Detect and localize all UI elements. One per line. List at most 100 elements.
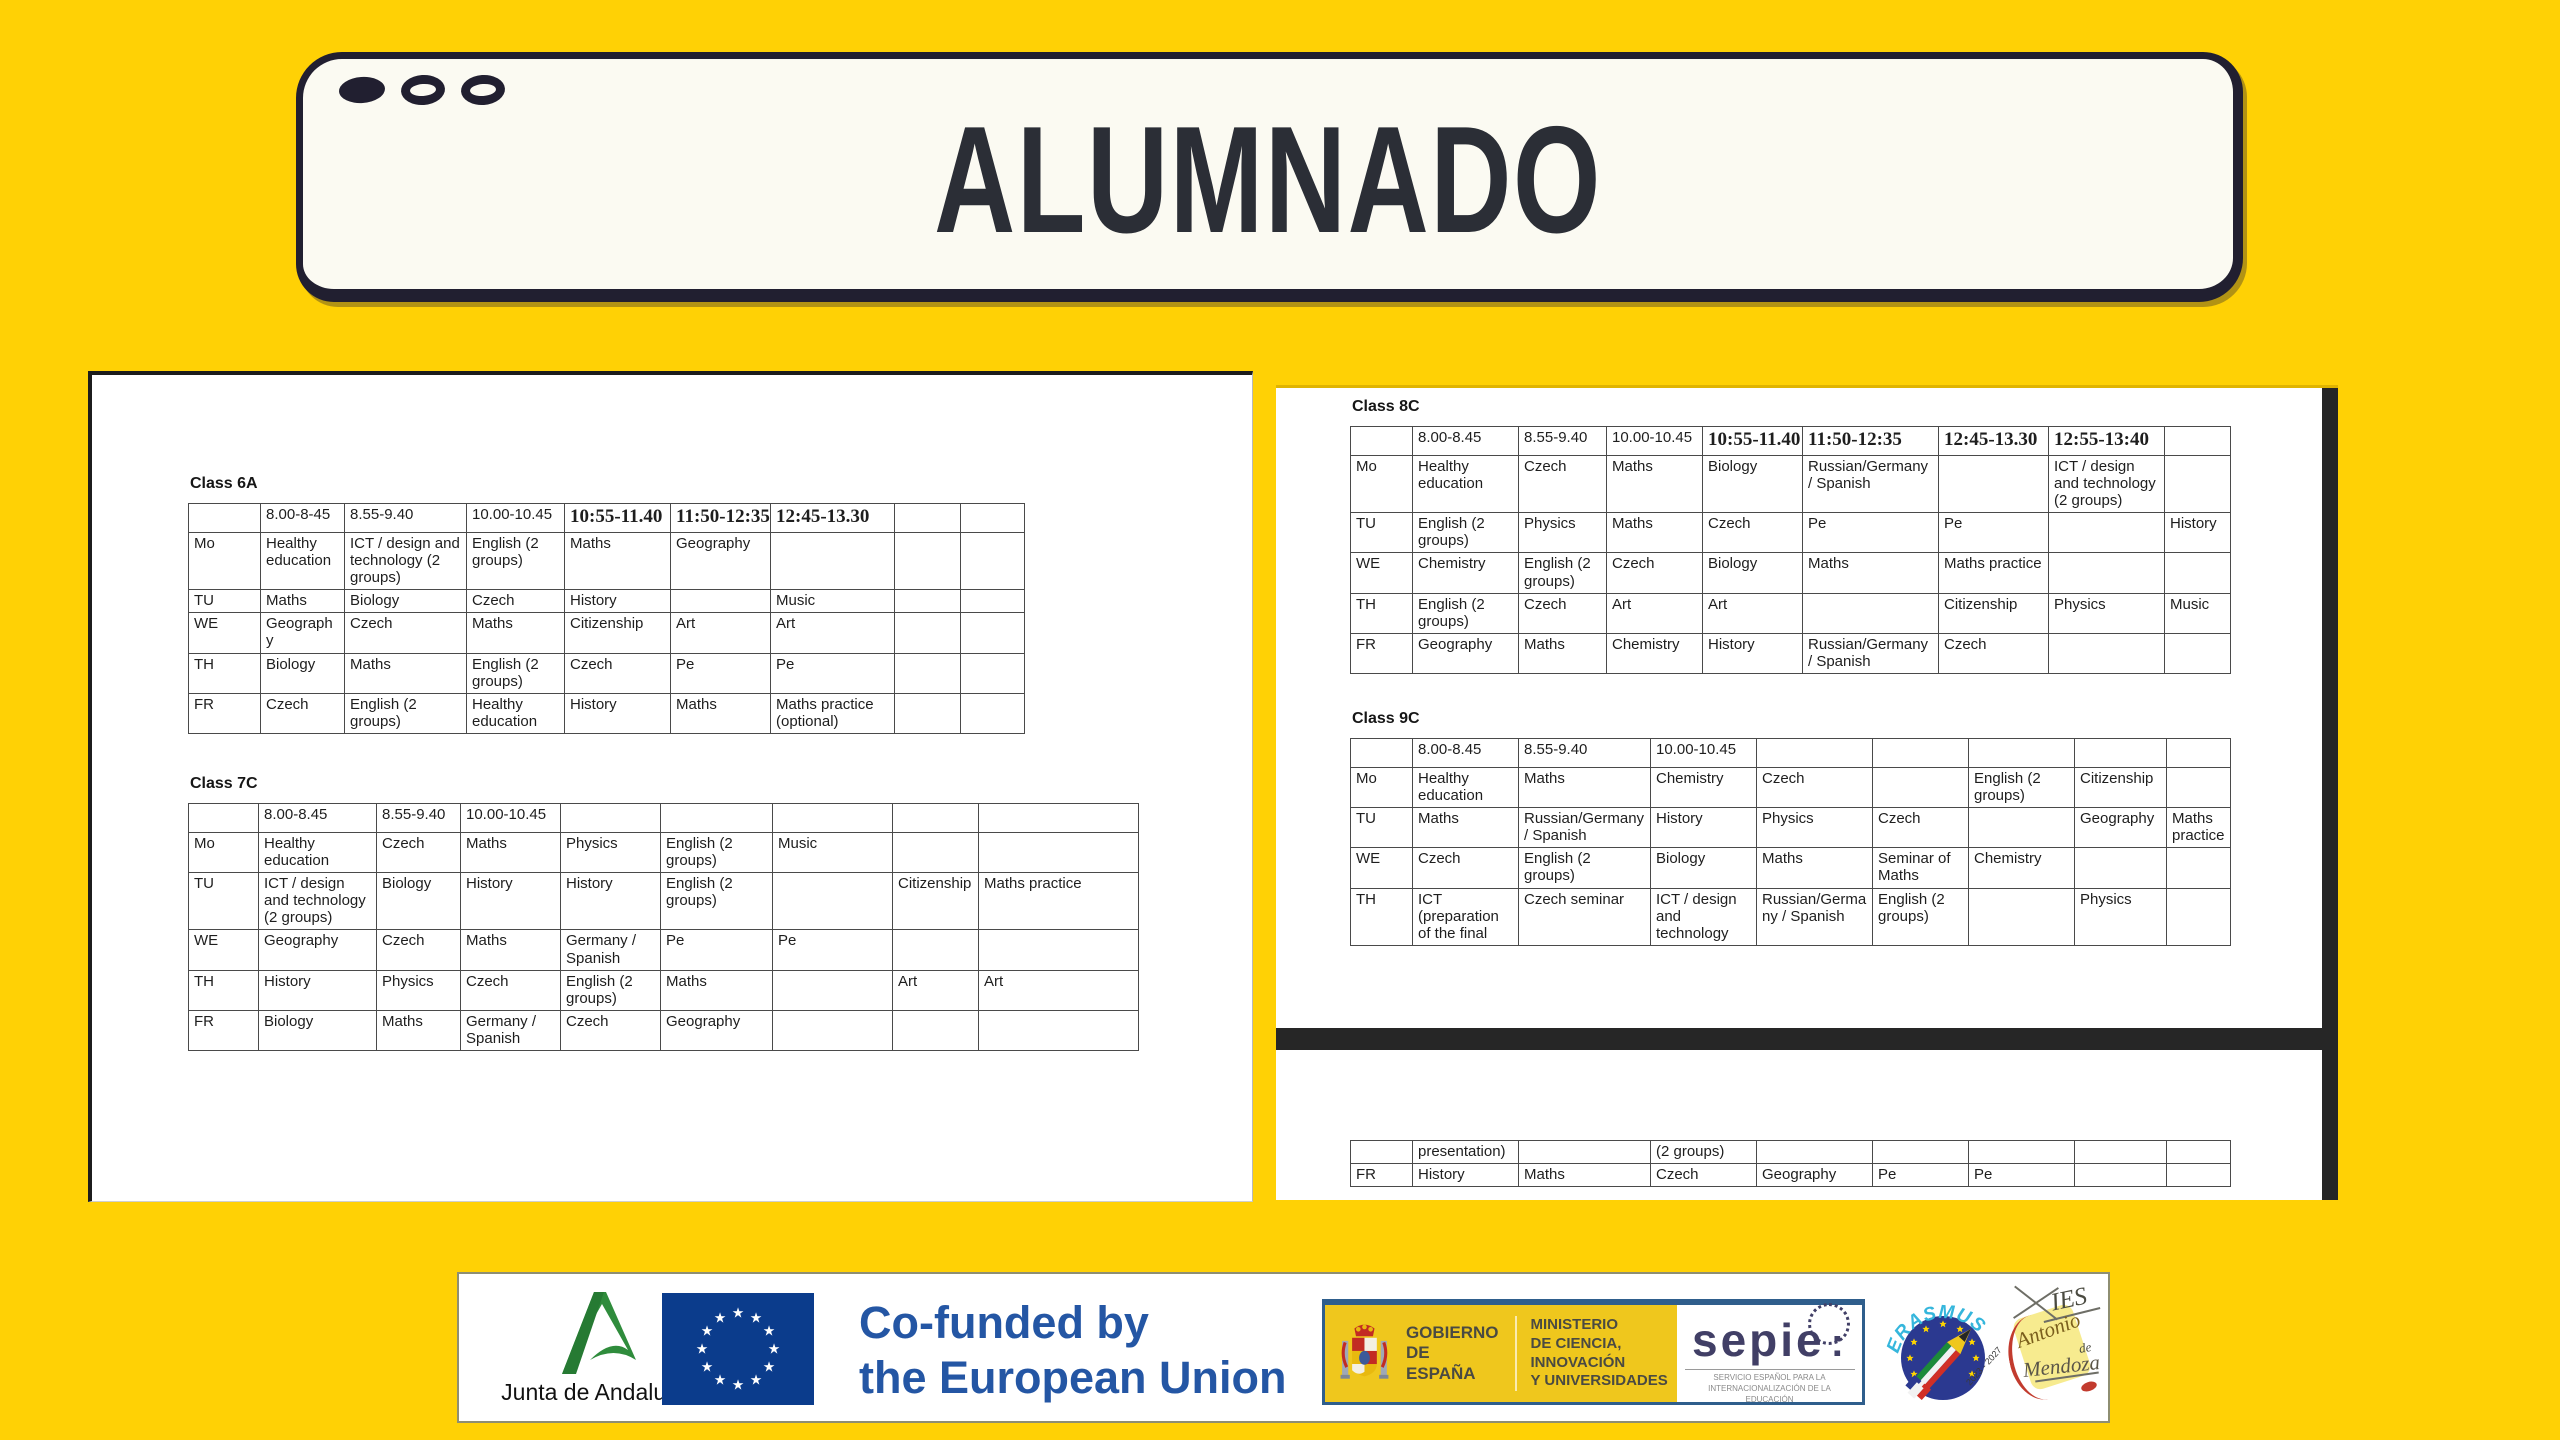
page-title: ALUMNADO <box>934 95 1602 265</box>
timetable-subject-cell: Maths practice <box>1938 552 2049 594</box>
timetable-subject-cell <box>2164 632 2231 675</box>
timetable-subject-cell: English (2 groups) <box>1412 592 1519 634</box>
timetable-time-header: 12:45-13.30 <box>770 503 895 533</box>
timetable-subject-cell <box>1968 1139 2075 1165</box>
timetable-time-header: 10.00-10.45 <box>466 503 565 533</box>
timetable-subject-cell: English (2 groups) <box>1518 552 1607 594</box>
ies-red-lips-icon <box>2080 1379 2098 1394</box>
timetable-subject-cell: Physics <box>560 831 661 874</box>
ies-antonio-de-mendoza-logo: IES Antonio de Mendoza <box>2000 1280 2107 1414</box>
erasmus-logo: ERASMUS 2023 - 2027 <box>1883 1282 2004 1412</box>
timetable-subject-cell <box>894 612 961 654</box>
timetable-day-cell: WE <box>1350 847 1413 889</box>
timetable-time-header <box>960 503 1025 533</box>
timetable-subject-cell: Healthy education <box>260 531 345 591</box>
timetable-day-cell: TU <box>188 589 261 614</box>
timetable-subject-cell: Geography <box>260 612 345 654</box>
gobierno-section: GOBIERNO DE ESPAÑA MINISTERIO DE CIENCIA… <box>1325 1305 1677 1402</box>
timetable-subject-cell <box>1872 766 1969 809</box>
timetable-class-9c-continuation: presentation) (2 groups) FR History Maths Cze… <box>1350 1139 2231 1188</box>
timetable-subject-cell <box>670 589 771 614</box>
timetable-subject-cell <box>1872 1139 1969 1165</box>
timetable-subject-cell: Czech <box>1518 592 1607 634</box>
timetable-subject-cell: English (2 groups) <box>1518 847 1651 889</box>
timetable-day-cell: WE <box>1350 552 1413 594</box>
timetable-subject-cell: Maths practice <box>978 872 1139 931</box>
sepie-logo: sepie SERVICIO ESPAÑOL PARA LA INTERNACI… <box>1677 1303 1862 1404</box>
timetable-subject-cell: Pe <box>1938 512 2049 554</box>
timetable-subject-cell: Czech <box>376 831 461 874</box>
timetable-subject-cell: Czech <box>460 969 561 1011</box>
timetable-subject-cell: Czech <box>1650 1163 1757 1188</box>
timetable-subject-cell: Maths <box>1518 632 1607 675</box>
timetable-day-cell: TH <box>188 969 259 1011</box>
timetable-day-cell: TH <box>1350 592 1413 634</box>
timetable-subject-cell: Physics <box>2074 887 2167 946</box>
timetable-time-header: 8.55-9.40 <box>1518 738 1651 768</box>
timetable-subject-cell <box>2166 887 2231 946</box>
timetable-time-header <box>892 803 979 833</box>
timetable-subject-cell: Pe <box>670 652 771 694</box>
timetable-subject-cell: Music <box>2164 592 2231 634</box>
timetable-subject-cell: Germany / Spanish <box>560 929 661 971</box>
timetable-subject-cell: Chemistry <box>1650 766 1757 809</box>
sepie-wordmark: sepie <box>1692 1313 1847 1367</box>
footer-logos-bar: Junta de Andalucía Co-funded by the Euro… <box>457 1272 2110 1423</box>
timetable-subject-cell: History <box>564 589 671 614</box>
timetable-subject-cell <box>1518 1139 1651 1165</box>
timetable-subject-cell <box>2166 1163 2231 1188</box>
timetable-day-cell: Mo <box>188 831 259 874</box>
timetable-subject-cell: Biology <box>344 589 467 614</box>
timetable-subject-cell: Geography <box>1756 1163 1873 1188</box>
timetable-subject-cell: Maths <box>376 1009 461 1052</box>
timetable-subject-cell: Physics <box>1756 807 1873 849</box>
timetable-subject-cell <box>960 692 1025 734</box>
timetable-subject-cell: ICT (preparation of the final <box>1412 887 1519 946</box>
cofunded-line2: the European Union <box>859 1351 1287 1403</box>
timetable-subject-cell: English (2 groups) <box>344 692 467 734</box>
timetable-time-header <box>1968 738 2075 768</box>
timetable-subject-cell: Czech <box>1872 807 1969 849</box>
timetable-subject-cell: Czech <box>1756 766 1873 809</box>
timetable-subject-cell: Art <box>670 612 771 654</box>
timetable-subject-cell <box>2074 847 2167 889</box>
timetable-subject-cell: Physics <box>376 969 461 1011</box>
timetable-subject-cell: Maths <box>1412 807 1519 849</box>
timetable-subject-cell: Czech seminar <box>1518 887 1651 946</box>
sepie-dotted-ring-icon <box>1808 1303 1850 1345</box>
timetable-subject-cell: ICT / design and technology <box>1650 887 1757 946</box>
timetable-subject-cell: Czech <box>1702 512 1803 554</box>
class-8c-label: Class 8C <box>1352 398 1420 415</box>
timetable-time-header: 8.00-8.45 <box>1412 738 1519 768</box>
ministerio-label: MINISTERIO DE CIENCIA, INNOVACIÓN Y UNIV… <box>1514 1316 1677 1391</box>
timetable-subject-cell: English (2 groups) <box>660 831 773 874</box>
timetable-subject-cell: Maths <box>1802 552 1939 594</box>
class-9c-label: Class 9C <box>1352 710 1420 727</box>
timetable-class-9c: 8.00-8.45 8.55-9.40 10.00-10.45 Mo Healthy e… <box>1350 738 2231 946</box>
timetable-subject-cell: Maths practice <box>2166 807 2231 849</box>
timetable-corner-cell <box>1350 426 1413 456</box>
timetable-day-cell: FR <box>188 692 261 734</box>
timetable-subject-cell: Biology <box>1702 454 1803 514</box>
timetable-subject-cell <box>894 692 961 734</box>
timetable-subject-cell <box>772 872 893 931</box>
timetable-time-header <box>894 503 961 533</box>
timetable-subject-cell <box>1756 1139 1873 1165</box>
timetable-subject-cell: Pe <box>772 929 893 971</box>
title-box: ALUMNADO <box>296 52 2243 302</box>
timetable-subject-cell: Chemistry <box>1968 847 2075 889</box>
timetable-day-cell: FR <box>1350 1163 1413 1188</box>
timetable-subject-cell: English (2 groups) <box>466 652 565 694</box>
timetable-subject-cell <box>2048 512 2165 554</box>
timetable-time-header <box>2074 738 2167 768</box>
timetable-subject-cell: History <box>560 872 661 931</box>
timetable-time-header: 10:55-11.40 <box>1702 426 1803 456</box>
timetable-subject-cell: Czech <box>260 692 345 734</box>
timetable-subject-cell: (2 groups) <box>1650 1139 1757 1165</box>
timetable-subject-cell: Maths <box>460 831 561 874</box>
timetable-time-header <box>978 803 1139 833</box>
timetable-subject-cell: Art <box>892 969 979 1011</box>
timetable-subject-cell: History <box>2164 512 2231 554</box>
timetable-subject-cell: Czech <box>466 589 565 614</box>
timetable-subject-cell <box>772 1009 893 1052</box>
